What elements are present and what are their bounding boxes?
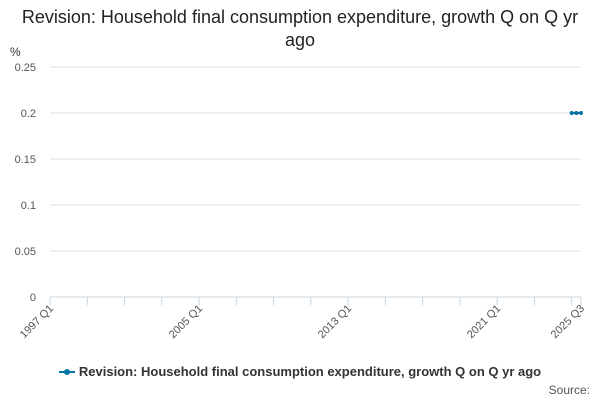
chart-title: Revision: Household final consumption ex… (21, 7, 579, 50)
y-tick-label: 0.2 (21, 108, 36, 120)
y-tick-label: 0.25 (15, 62, 36, 74)
series-point (579, 111, 583, 115)
x-tick-label: 2021 Q1 (465, 303, 503, 341)
x-tick-label: 2025 Q3 (549, 303, 587, 341)
series-point (574, 111, 579, 115)
legend[interactable]: Revision: Household final consumption ex… (0, 364, 600, 379)
x-tick-label: 2013 Q1 (316, 303, 354, 341)
y-tick-label: 0.1 (21, 200, 36, 212)
series-point (569, 111, 574, 115)
source-label: Source: (548, 383, 590, 397)
legend-series-marker-icon (58, 366, 75, 378)
y-axis-unit-label: % (10, 45, 21, 59)
y-tick-label: 0.05 (15, 246, 36, 258)
legend-series-label: Revision: Household final consumption ex… (78, 364, 542, 379)
y-tick-label: 0 (30, 292, 36, 304)
x-tick-label: 2005 Q1 (167, 303, 205, 341)
x-tick-label: 1997 Q1 (18, 303, 56, 341)
y-tick-label: 0.15 (15, 154, 36, 166)
